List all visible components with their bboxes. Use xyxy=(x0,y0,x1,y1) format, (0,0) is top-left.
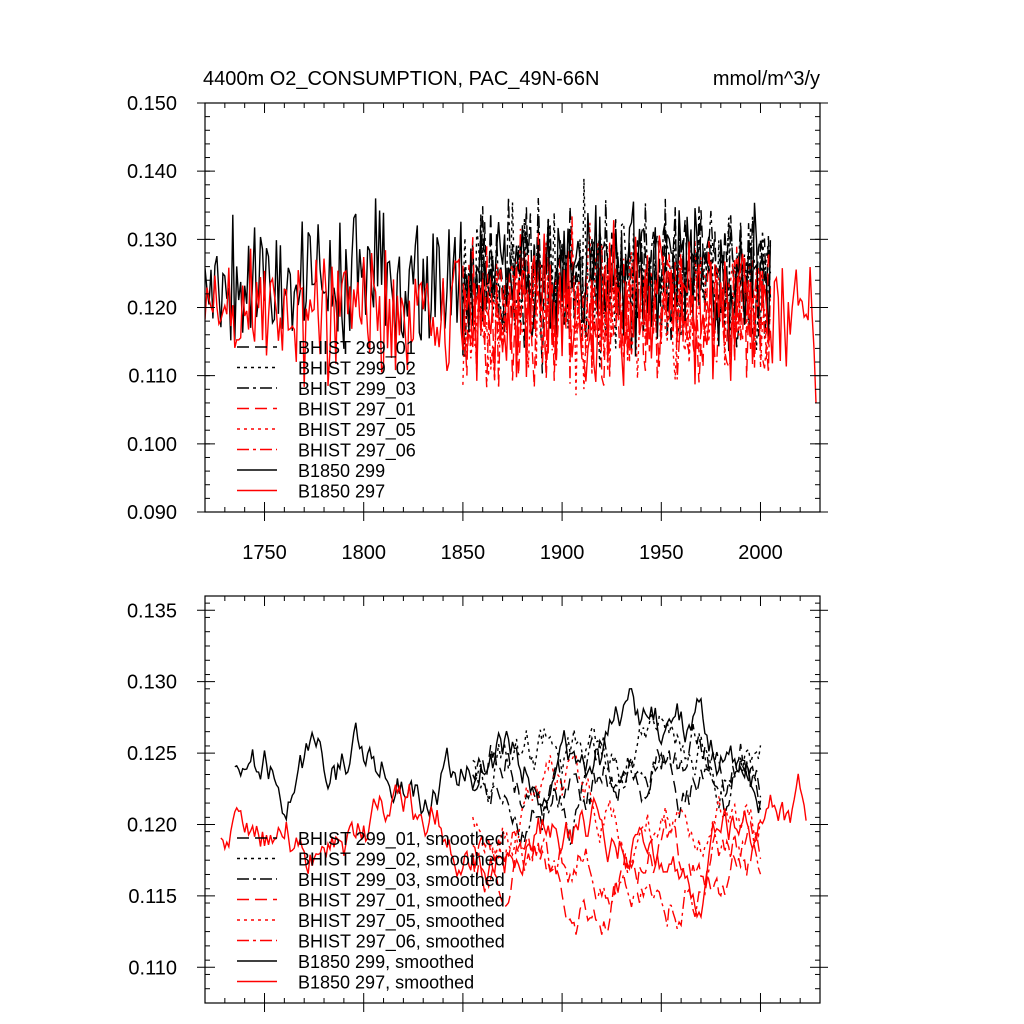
series-line-5 xyxy=(472,753,762,873)
series-line-5 xyxy=(462,222,772,396)
series-line-4 xyxy=(472,819,762,935)
x-tick-label: 2000 xyxy=(738,542,783,564)
y-tick-label: 0.100 xyxy=(127,434,177,456)
y-tick-label: 0.130 xyxy=(127,229,177,251)
series-lines xyxy=(220,687,807,935)
panel-1: 1750 1800 1850 1900 1950 2000 0.090 0.100 0.110 0… xyxy=(127,93,828,564)
y-tick-label: 0.120 xyxy=(127,814,177,836)
series-line-2 xyxy=(472,712,762,809)
series-line-7 xyxy=(234,687,762,823)
series-lines xyxy=(205,178,817,404)
legend-label: BHIST 299_03 xyxy=(298,379,416,400)
legend-label: B1850 299, smoothed xyxy=(298,952,474,972)
legend-label: BHIST 299_01 xyxy=(298,338,416,359)
series-line-6 xyxy=(472,820,762,929)
y-tick-label: 0.130 xyxy=(127,672,177,694)
panel-2: 0.110 0.115 0.120 0.125 0.130 0.135 BHIST 299_… xyxy=(127,595,828,1012)
series-line-8 xyxy=(220,773,807,920)
series-line-3 xyxy=(472,723,762,847)
legend-label: BHIST 299_02 xyxy=(298,359,416,380)
legend-label: B1850 299 xyxy=(298,461,385,481)
y-tick-label: 0.115 xyxy=(128,886,177,908)
plot-frame xyxy=(204,595,821,1004)
x-tick-label: 1950 xyxy=(639,542,684,564)
legend-label: BHIST 297_05 xyxy=(298,420,416,441)
legend-label: BHIST 297_01, smoothed xyxy=(298,891,505,912)
series-line-1 xyxy=(472,743,762,818)
legend-label: BHIST 297_05, smoothed xyxy=(298,911,505,932)
y-tick-label: 0.135 xyxy=(127,600,177,622)
legend-label: BHIST 297_06 xyxy=(298,441,416,462)
y-tick-label: 0.110 xyxy=(128,957,177,979)
chart-units-label: mmol/m^3/y xyxy=(713,68,820,90)
series-line-4 xyxy=(462,233,772,388)
legend-label: BHIST 297_06, smoothed xyxy=(298,932,505,953)
y-tick-label: 0.090 xyxy=(127,502,177,524)
legend-label: B1850 297, smoothed xyxy=(298,973,474,993)
legend-label: B1850 297 xyxy=(298,482,385,502)
y-tick-label: 0.125 xyxy=(127,743,177,765)
y-tick-label: 0.150 xyxy=(127,93,177,115)
y-tick-label: 0.140 xyxy=(127,161,177,183)
y-tick-label: 0.110 xyxy=(128,366,177,388)
series-line-8 xyxy=(205,220,817,404)
y-tick-label: 0.120 xyxy=(127,298,177,320)
legend-label: BHIST 299_02, smoothed xyxy=(298,850,505,871)
series-line-7 xyxy=(205,198,772,357)
x-tick-label: 1850 xyxy=(441,542,486,564)
legend-label: BHIST 299_01, smoothed xyxy=(298,829,505,850)
x-tick-label: 1900 xyxy=(540,542,585,564)
x-tick-label: 1750 xyxy=(242,542,287,564)
x-tick-label: 1800 xyxy=(341,542,386,564)
legend-label: BHIST 297_01 xyxy=(298,400,416,421)
chart-title: 4400m O2_CONSUMPTION, PAC_49N-66N xyxy=(203,68,599,90)
legend-label: BHIST 299_03, smoothed xyxy=(298,870,505,891)
